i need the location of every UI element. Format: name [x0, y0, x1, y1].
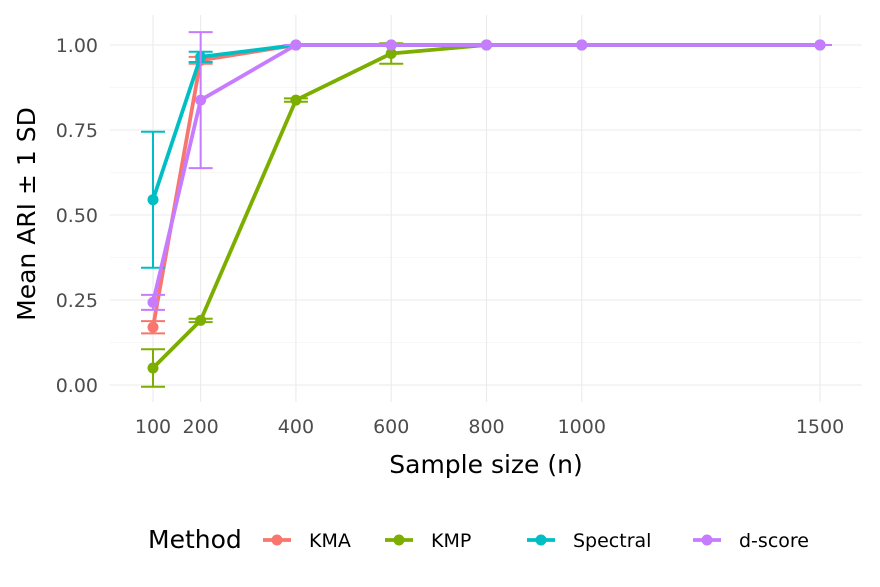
y-axis-title: Mean ARI ± 1 SD	[12, 107, 41, 321]
legend-item-kmp: KMP	[385, 530, 471, 552]
x-tick-label: 1000	[558, 416, 606, 438]
x-tick-label: 100	[135, 416, 171, 438]
legend-title: Method	[148, 525, 242, 554]
data-point	[147, 362, 159, 374]
x-tick-label: 400	[278, 416, 314, 438]
y-tick-label: 0.00	[56, 375, 98, 397]
y-axis-ticks: 0.00 0.25 0.50 0.75 1.00	[56, 35, 98, 397]
data-point	[195, 314, 207, 326]
legend-key-point	[271, 534, 283, 546]
legend-label: d-score	[739, 530, 809, 552]
data-point	[290, 39, 302, 51]
legend-item-spectral: Spectral	[527, 530, 651, 552]
series-d-score	[141, 31, 832, 311]
x-tick-label: 1500	[796, 416, 844, 438]
legend-item-d-score: d-score	[693, 530, 809, 552]
data-point	[195, 94, 207, 106]
x-axis-ticks: 100 200 400 600 800 1000 1500	[135, 416, 844, 438]
data-point	[814, 39, 826, 51]
legend-label: KMA	[309, 530, 351, 552]
legend-key-point	[535, 534, 547, 546]
legend-label: KMP	[431, 530, 471, 552]
x-tick-label: 200	[183, 416, 219, 438]
data-point	[147, 296, 159, 308]
y-tick-label: 1.00	[56, 35, 98, 57]
data-point	[290, 94, 302, 106]
legend: Method KMA KMP Spectral d-score	[148, 525, 809, 554]
legend-label: Spectral	[573, 530, 651, 552]
y-tick-label: 0.25	[56, 290, 98, 312]
data-point	[147, 321, 159, 333]
legend-item-kma: KMA	[263, 530, 351, 552]
y-tick-label: 0.75	[56, 120, 98, 142]
data-point	[147, 194, 159, 206]
series-layer	[141, 31, 832, 388]
data-point	[385, 39, 397, 51]
data-point	[576, 39, 588, 51]
x-tick-label: 800	[468, 416, 504, 438]
data-point	[385, 48, 397, 59]
data-point	[481, 39, 492, 51]
legend-key-point	[701, 534, 713, 546]
y-tick-label: 0.50	[56, 205, 98, 227]
x-tick-label: 600	[373, 416, 409, 438]
x-axis-title: Sample size (n)	[389, 450, 582, 479]
legend-key-point	[393, 534, 405, 546]
grid	[110, 15, 862, 402]
